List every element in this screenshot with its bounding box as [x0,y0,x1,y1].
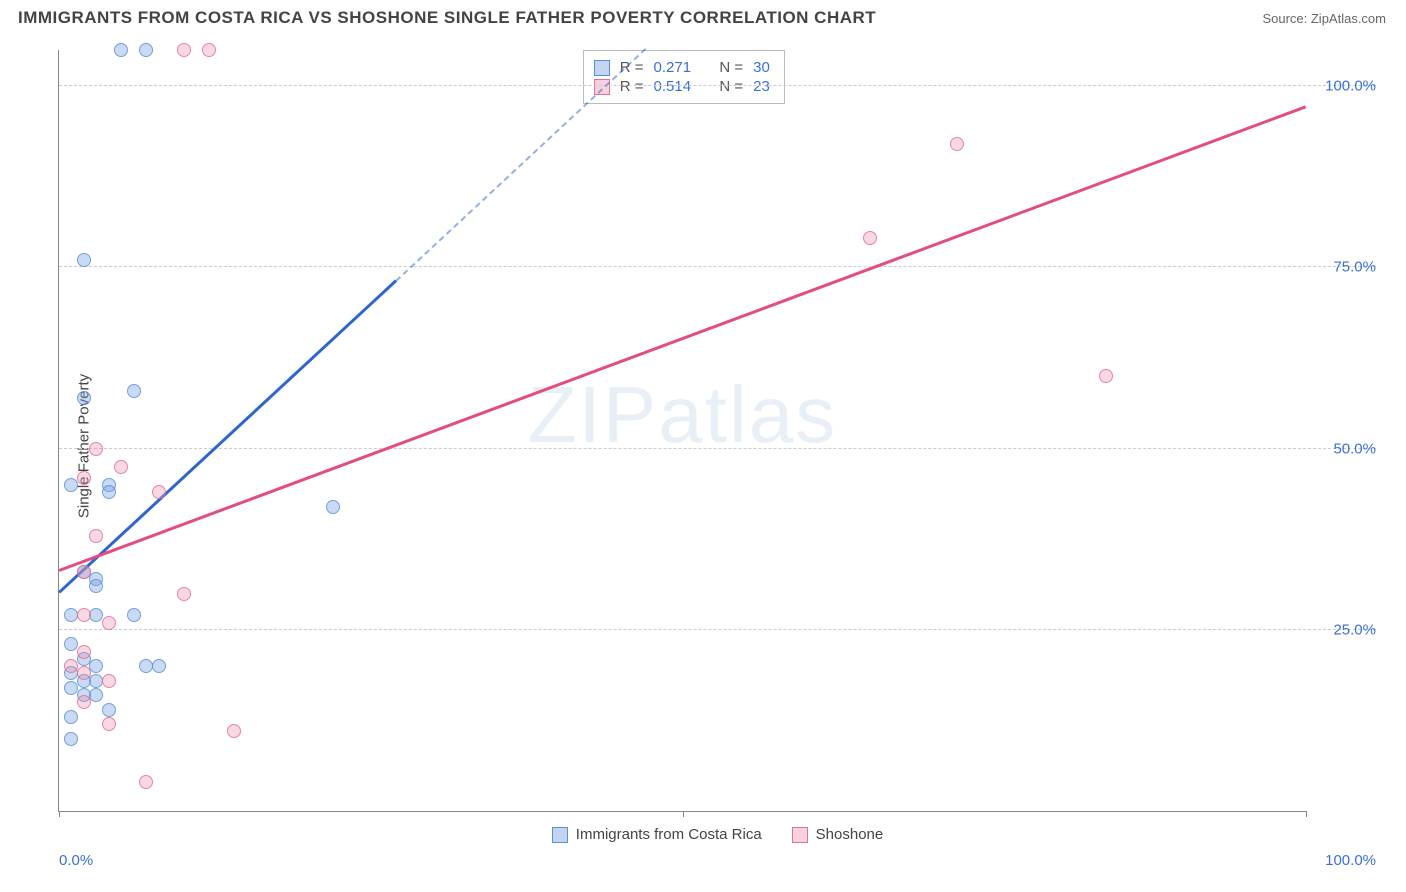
swatch-series-1 [594,60,610,76]
source-label: Source: [1262,11,1310,26]
legend-bottom: Immigrants from Costa Rica Shoshone [59,826,1376,843]
y-tick-label: 25.0% [1316,621,1376,638]
source-attribution: Source: ZipAtlas.com [1262,11,1386,26]
x-tick-label: 100.0% [1325,852,1376,869]
scatter-point [326,500,340,514]
scatter-point [77,608,91,622]
scatter-point [863,231,877,245]
scatter-point [227,724,241,738]
x-tick [683,811,684,817]
legend-item-2: Shoshone [792,826,884,843]
legend-swatch-1 [552,827,568,843]
n-value-1: 30 [753,59,770,76]
regression-line-dash [395,48,646,281]
scatter-point [77,565,91,579]
scatter-point [77,471,91,485]
scatter-point [64,732,78,746]
y-tick-label: 100.0% [1316,78,1376,95]
n-value-2: 23 [753,78,770,95]
y-tick-label: 50.0% [1316,440,1376,457]
regression-line [59,106,1307,572]
scatter-point [102,703,116,717]
scatter-point [1099,369,1113,383]
gridline-h [59,266,1376,267]
r-value-1: 0.271 [654,59,692,76]
y-tick-label: 75.0% [1316,259,1376,276]
chart-title: IMMIGRANTS FROM COSTA RICA VS SHOSHONE S… [18,8,876,28]
scatter-point [89,442,103,456]
scatter-point [114,460,128,474]
scatter-point [89,688,103,702]
scatter-point [114,43,128,57]
scatter-point [202,43,216,57]
scatter-point [89,529,103,543]
legend-label-1: Immigrants from Costa Rica [576,826,762,843]
scatter-point [77,253,91,267]
scatter-point [89,659,103,673]
scatter-point [77,391,91,405]
chart-area: Single Father Poverty ZIPatlas R = 0.271… [18,40,1386,852]
gridline-h [59,85,1376,86]
scatter-point [139,43,153,57]
scatter-point [89,579,103,593]
scatter-point [950,137,964,151]
legend-item-1: Immigrants from Costa Rica [552,826,762,843]
scatter-point [77,695,91,709]
legend-label-2: Shoshone [816,826,884,843]
scatter-point [139,775,153,789]
legend-swatch-2 [792,827,808,843]
scatter-point [64,710,78,724]
n-label: N = [719,59,743,76]
r-label: R = [620,78,644,95]
header: IMMIGRANTS FROM COSTA RICA VS SHOSHONE S… [0,0,1406,32]
scatter-point [102,616,116,630]
scatter-point [102,717,116,731]
scatter-point [127,608,141,622]
x-tick [59,811,60,817]
x-tick-label: 0.0% [59,852,93,869]
gridline-h [59,629,1376,630]
stats-row-series-2: R = 0.514 N = 23 [594,78,770,95]
scatter-point [177,587,191,601]
gridline-h [59,448,1376,449]
scatter-point [152,485,166,499]
source-name: ZipAtlas.com [1311,11,1386,26]
scatter-point [77,645,91,659]
r-value-2: 0.514 [654,78,692,95]
scatter-point [102,485,116,499]
regression-line [58,280,396,593]
scatter-point [177,43,191,57]
plot-region: ZIPatlas R = 0.271 N = 30 R = 0.514 N = … [58,50,1306,812]
scatter-point [102,674,116,688]
scatter-point [77,666,91,680]
x-tick [1306,811,1307,817]
scatter-point [152,659,166,673]
scatter-point [127,384,141,398]
n-label: N = [719,78,743,95]
